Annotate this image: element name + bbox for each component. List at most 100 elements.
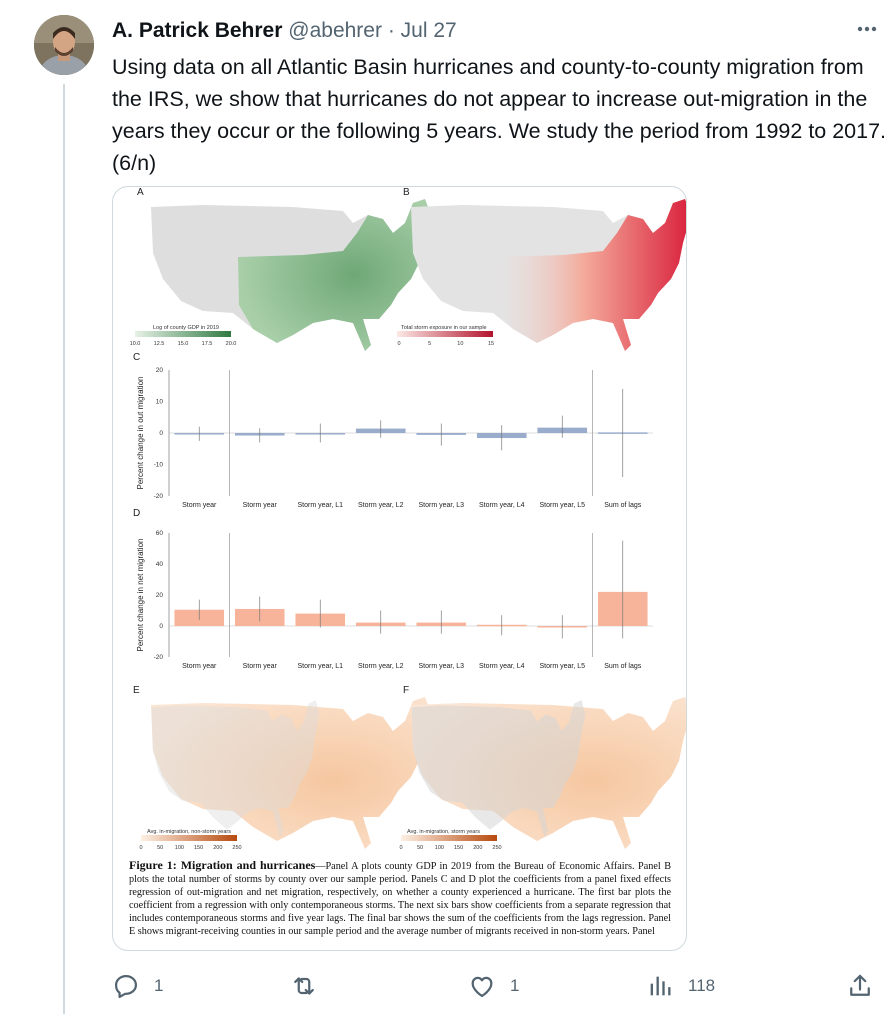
panel-b-legend-tick: 10 (457, 341, 463, 347)
tweet-date[interactable]: Jul 27 (400, 19, 457, 42)
chart-c-x-label: Storm year, L5 (539, 502, 585, 509)
more-horizontal-icon (857, 26, 877, 32)
tweet-text: Using data on all Atlantic Basin hurrica… (112, 55, 887, 175)
avatar[interactable] (34, 15, 94, 75)
panel-e: E Avg. in-migration, non-storm years 0 50… (133, 685, 431, 851)
chart-c-x-label: Storm year (243, 502, 278, 509)
panel-f: F Avg. in-migration, storm years 0 50 100 1… (399, 685, 686, 851)
author-name[interactable]: A. Patrick Behrer (112, 19, 283, 42)
figure-graphic: A Log of county GDP in 2019 10.0 12.5 15.0… (130, 187, 686, 851)
chart-d-x-label: Storm year (243, 663, 278, 670)
panel-d-letter: D (133, 508, 140, 519)
panel-f-legend-tick: 0 (399, 845, 402, 851)
panel-e-letter: E (133, 685, 140, 696)
like-button[interactable]: 1 (468, 966, 519, 1006)
profile-photo-icon (34, 15, 94, 75)
chart-c-x-label: Storm year, L3 (418, 502, 464, 509)
share-button[interactable] (846, 966, 888, 1006)
panel-a-legend-ticks: 10.0 12.5 15.0 17.5 20.0 (130, 341, 237, 347)
chart-d: 60 40 20 0 -20 Percent change in net migratio… (136, 530, 653, 670)
panel-a-legend-tick: 10.0 (130, 341, 141, 347)
chart-c-y-tick: -20 (154, 493, 164, 500)
heart-icon (471, 976, 493, 998)
panel-f-legend-tick: 50 (417, 845, 423, 851)
panel-f-letter: F (403, 685, 409, 696)
panel-a-letter: A (137, 187, 144, 198)
chart-d-y-tick: 40 (156, 561, 164, 568)
tweet-header: A. Patrick Behrer @abehrer · Jul 27 (112, 18, 457, 44)
chart-c-x-label: Storm year (182, 502, 217, 509)
chart-d-x-label: Storm year, L1 (297, 663, 343, 670)
share-icon (850, 974, 870, 996)
panel-b: B Total storm exposure in our sample 0 5 1… (397, 187, 686, 351)
chart-d-x-label: Storm year, L3 (418, 663, 464, 670)
chart-d-x-label: Storm year, L5 (539, 663, 585, 670)
panel-f-legend-tick: 100 (435, 845, 444, 851)
panel-a-legend-tick: 20.0 (226, 341, 237, 347)
panel-f-legend-bar (401, 835, 497, 841)
chart-d-x-label: Storm year, L4 (479, 663, 525, 670)
chart-c-x-label: Storm year, L2 (358, 502, 404, 509)
more-button[interactable] (852, 14, 882, 44)
chart-d-y-tick: 60 (156, 530, 164, 537)
panel-e-legend-ticks: 0 50 100 150 200 250 (139, 845, 241, 851)
caption-title: Figure 1: Migration and hurricanes (129, 858, 316, 872)
panel-f-legend-tick: 150 (454, 845, 463, 851)
reply-button[interactable]: 1 (112, 966, 163, 1006)
thread-line (63, 84, 65, 1014)
chart-c-y-tick: 20 (156, 367, 164, 374)
chart-c-y-tick: 0 (159, 430, 163, 437)
chart-d-y-label: Percent change in net migration (136, 539, 145, 652)
panel-e-legend-tick: 50 (157, 845, 163, 851)
chart-d-y-tick: 0 (159, 623, 163, 630)
chart-c-y-tick: -10 (154, 462, 164, 469)
panel-b-legend-ticks: 0 5 10 15 (397, 341, 494, 347)
panel-b-letter: B (403, 187, 410, 198)
reply-icon (114, 974, 138, 999)
panel-a: A Log of county GDP in 2019 10.0 12.5 15.0… (130, 187, 431, 351)
panel-f-legend-tick: 250 (492, 845, 501, 851)
chart-c-y-tick: 10 (156, 399, 164, 406)
panel-e-legend-tick: 200 (213, 845, 222, 851)
panel-b-legend-tick: 0 (397, 341, 400, 347)
panel-a-legend-tick: 12.5 (154, 341, 165, 347)
figure-image[interactable]: A Log of county GDP in 2019 10.0 12.5 15.0… (112, 186, 687, 951)
separator-dot: · (387, 19, 395, 42)
panel-e-legend-bar (141, 835, 237, 841)
views-button[interactable]: 118 (646, 966, 715, 1006)
chart-c-y-label: Percent change in out migration (136, 377, 145, 490)
panel-c: C 20 10 0 -10 -20 Percent change in out migra… (133, 352, 653, 509)
panel-d: D 60 40 20 0 -20 Percent change in net migrat… (133, 508, 653, 670)
panel-f-legend-ticks: 0 50 100 150 200 250 (399, 845, 501, 851)
chart-d-x-label: Storm year (182, 663, 217, 670)
figure-caption: Figure 1: Migration and hurricanes—Panel… (129, 858, 671, 939)
panel-a-legend-title: Log of county GDP in 2019 (153, 325, 219, 331)
panel-b-legend-title: Total storm exposure in our sample (401, 325, 487, 331)
chart-d-y-tick: -20 (154, 654, 164, 661)
views-count: 118 (688, 976, 716, 995)
panel-f-legend-title: Avg. in-migration, storm years (407, 829, 480, 835)
panel-f-legend-tick: 200 (473, 845, 482, 851)
chart-c-x-label: Storm year, L4 (479, 502, 525, 509)
panel-e-legend-tick: 0 (139, 845, 142, 851)
panel-a-legend-tick: 17.5 (202, 341, 213, 347)
retweet-button[interactable] (290, 966, 332, 1006)
chart-d-x-label: Storm year, L2 (358, 663, 404, 670)
caption-body: —Panel A plots county GDP in 2019 from t… (129, 861, 671, 938)
chart-d-y-tick: 20 (156, 592, 164, 599)
analytics-icon (650, 976, 671, 996)
panel-c-letter: C (133, 352, 140, 363)
chart-c-x-label: Storm year, L1 (297, 502, 343, 509)
panel-e-legend-tick: 100 (175, 845, 184, 851)
chart-c: 20 10 0 -10 -20 Percent change in out migrati… (136, 367, 653, 509)
panel-e-legend-tick: 150 (194, 845, 203, 851)
panel-b-legend-tick: 5 (428, 341, 431, 347)
panel-e-legend-title: Avg. in-migration, non-storm years (147, 829, 231, 835)
chart-c-x-label: Sum of lags (604, 502, 641, 509)
panel-a-legend-tick: 15.0 (178, 341, 189, 347)
panel-a-legend-bar (135, 331, 231, 337)
retweet-icon (294, 977, 314, 995)
tweet-actions: 1 1 118 (112, 966, 882, 1006)
chart-d-x-label: Sum of lags (604, 663, 641, 670)
author-handle[interactable]: @abehrer (288, 19, 382, 42)
